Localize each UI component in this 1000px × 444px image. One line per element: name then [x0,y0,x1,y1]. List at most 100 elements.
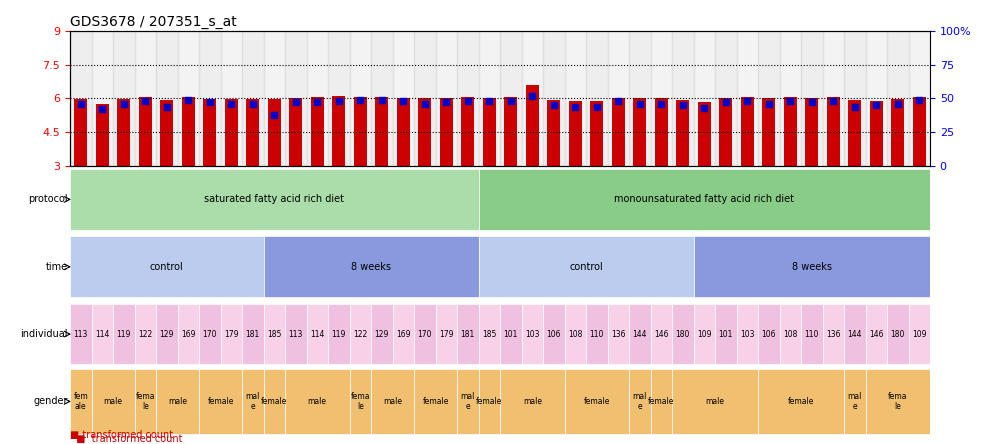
Text: gender: gender [33,396,68,406]
Point [159,103,175,110]
Bar [134,369,156,434]
Bar [741,97,754,166]
Bar [350,304,371,365]
Bar [762,99,775,166]
Bar [758,304,780,365]
Text: male: male [383,397,402,406]
Text: 119: 119 [117,329,131,339]
Text: 129: 129 [375,329,389,339]
Bar [569,101,582,166]
Bar [844,304,866,365]
Bar [655,99,668,166]
Bar [156,304,178,365]
Bar [651,31,672,166]
Point [675,102,691,109]
Point [352,96,368,103]
Bar [586,31,608,166]
Point [761,100,777,107]
Bar [242,369,264,434]
Bar [805,98,818,166]
Bar [436,31,457,166]
Text: 181: 181 [461,329,475,339]
Bar [719,98,732,166]
Text: female: female [584,397,610,406]
Bar [522,304,543,365]
Bar [70,169,479,230]
Text: control: control [150,262,184,272]
Bar [913,97,926,166]
Bar [92,31,113,166]
Text: 109: 109 [697,329,712,339]
Bar [285,31,306,166]
Bar [823,304,844,365]
Point [245,100,261,107]
Bar [629,304,651,365]
Text: 110: 110 [805,329,819,339]
Point [546,102,562,109]
Text: individual: individual [20,329,68,339]
Text: 101: 101 [504,329,518,339]
Bar [457,31,479,166]
Bar [440,99,453,166]
Bar [737,304,758,365]
Bar [113,304,134,365]
Bar [178,304,199,365]
Bar [500,369,565,434]
Text: female: female [207,397,234,406]
Bar [160,100,173,166]
Bar [134,304,156,365]
Bar [564,304,586,365]
Bar [823,31,844,166]
Bar [526,84,539,166]
Text: 113: 113 [74,329,88,339]
Bar [156,31,178,166]
Bar [801,31,823,166]
Point [116,100,132,107]
Bar [350,369,371,434]
Bar [866,304,887,365]
Bar [500,31,522,166]
Bar [264,304,285,365]
Text: 122: 122 [353,329,367,339]
Bar [182,97,195,166]
Point [804,99,820,106]
Bar [866,31,887,166]
Point [266,111,282,118]
Bar [328,304,350,365]
Text: 179: 179 [224,329,239,339]
Text: 146: 146 [654,329,669,339]
Text: female: female [261,397,287,406]
Text: fema
le: fema le [136,392,155,411]
Bar [672,304,694,365]
Bar [264,369,285,434]
Bar [371,369,414,434]
Bar [92,369,134,434]
Bar [414,369,457,434]
Bar [612,98,625,166]
Point [890,100,906,107]
Bar [909,31,930,166]
Bar [74,99,87,166]
Bar [676,99,689,166]
Bar [203,99,216,166]
Text: 108: 108 [783,329,797,339]
Text: mal
e: mal e [246,392,260,411]
Text: 185: 185 [482,329,496,339]
Text: 101: 101 [719,329,733,339]
Bar [393,304,414,365]
Bar [887,304,909,365]
Text: female: female [476,397,502,406]
Bar [694,31,715,166]
Bar [758,31,780,166]
Bar [199,31,220,166]
Text: 180: 180 [891,329,905,339]
Text: saturated fatty acid rich diet: saturated fatty acid rich diet [204,194,344,204]
Text: 108: 108 [568,329,582,339]
Bar [590,101,603,166]
Bar [96,104,109,166]
Bar [698,102,711,166]
Bar [70,31,92,166]
Text: time: time [46,262,68,272]
Bar [651,369,672,434]
Point [223,100,239,107]
